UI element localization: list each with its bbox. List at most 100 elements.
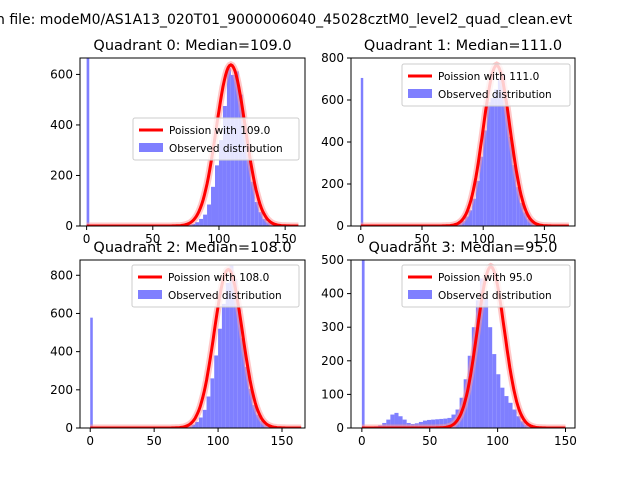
x-tick-label: 150 bbox=[533, 232, 556, 246]
x-tick-label: 50 bbox=[414, 232, 429, 246]
hist-bar bbox=[508, 136, 513, 226]
x-tick-label: 0 bbox=[86, 434, 94, 448]
legend-hist-label: Observed distribution bbox=[169, 143, 283, 155]
hist-bar bbox=[221, 303, 226, 428]
hist-bar bbox=[241, 338, 245, 428]
hist-bar bbox=[479, 156, 484, 226]
y-tick-label: 200 bbox=[321, 177, 344, 191]
hist-bar bbox=[490, 97, 495, 226]
panel-3: 0 50 100 150 0 100 200 300 400 500 Quadrant 3: Med… bbox=[321, 240, 577, 448]
legend-hist-swatch bbox=[138, 290, 162, 299]
hist-bar bbox=[516, 416, 521, 428]
panel-1: 0 50 100 150 0 200 400 600 800 Quadrant 1: Median… bbox=[321, 38, 576, 246]
hist-bar bbox=[211, 186, 215, 226]
legend-hist-swatch bbox=[139, 143, 163, 152]
poisson-fit-line bbox=[86, 63, 299, 226]
hist-bar-zero bbox=[90, 317, 93, 428]
axes-frame bbox=[350, 259, 576, 429]
hist-bar bbox=[225, 282, 230, 428]
panels: 0 50 100 150 0 200 400 600 Quadrant 0: Median=10… bbox=[50, 38, 577, 448]
legend-hist-label: Observed distribution bbox=[438, 89, 552, 101]
hist-bar bbox=[203, 214, 208, 226]
x-tick-label: 50 bbox=[145, 232, 160, 246]
x-tick-label: 150 bbox=[274, 232, 297, 246]
legend-hist-swatch bbox=[408, 290, 432, 299]
hist-bar bbox=[512, 165, 517, 226]
hist-bar bbox=[468, 210, 473, 226]
panel-title: Quadrant 3: Median=95.0 bbox=[369, 240, 558, 256]
y-tick-label: 800 bbox=[50, 268, 73, 282]
hist-bar bbox=[250, 181, 255, 226]
hist-bar bbox=[520, 421, 525, 428]
hist-bar bbox=[191, 424, 196, 428]
hist-bar bbox=[222, 106, 227, 226]
figure-suptitle: n file: modeM0/AS1A13_020T01_9000006040_… bbox=[0, 12, 573, 28]
legend-hist-label: Observed distribution bbox=[438, 290, 552, 302]
y-tick-label: 400 bbox=[321, 287, 344, 301]
hist-bar bbox=[479, 278, 485, 428]
hist-bar bbox=[398, 416, 403, 428]
legend-frame bbox=[131, 264, 300, 308]
legend-frame bbox=[132, 117, 300, 161]
legend-hist-swatch bbox=[408, 89, 432, 98]
hist-bar bbox=[218, 328, 222, 428]
legend-fit-label: Poission with 108.0 bbox=[168, 272, 269, 284]
hist-bar bbox=[210, 378, 215, 428]
hist-bar bbox=[246, 154, 251, 226]
hist-bar bbox=[483, 130, 487, 226]
legend: Poission with 108.0 Observed distribution bbox=[131, 264, 300, 308]
hist-bar bbox=[464, 216, 469, 226]
hist-bar bbox=[488, 327, 493, 428]
hist-bar bbox=[475, 180, 480, 226]
y-tick-label: 800 bbox=[321, 51, 344, 65]
hist-bar bbox=[516, 187, 520, 226]
x-tick-label: 100 bbox=[208, 232, 231, 246]
hist-bar bbox=[494, 89, 498, 226]
hist-bar bbox=[233, 279, 238, 428]
hist-bar bbox=[475, 300, 480, 428]
y-tick-label: 200 bbox=[50, 168, 73, 182]
plot-area bbox=[361, 260, 566, 428]
x-tick-label: 100 bbox=[472, 232, 495, 246]
hist-bar bbox=[195, 222, 200, 226]
hist-bar bbox=[504, 396, 509, 428]
legend-hist-label: Observed distribution bbox=[168, 290, 282, 302]
panel-title: Quadrant 2: Median=108.0 bbox=[93, 240, 291, 256]
hist-bar bbox=[402, 419, 407, 428]
legend: Poission with 95.0 Observed distribution bbox=[401, 264, 571, 308]
hist-bar bbox=[390, 414, 395, 428]
legend-fit-label: Poission with 109.0 bbox=[169, 125, 270, 137]
hist-bar bbox=[471, 327, 476, 428]
hist-bar-zero bbox=[360, 77, 364, 226]
legend-fit-label: Poission with 111.0 bbox=[438, 71, 539, 83]
hist-bar bbox=[443, 418, 448, 428]
axes-frame bbox=[79, 57, 306, 227]
hist-bar bbox=[508, 402, 513, 428]
hist-bar-zero bbox=[361, 260, 365, 428]
y-tick-label: 400 bbox=[321, 135, 344, 149]
hist-bar bbox=[501, 74, 506, 226]
poisson-fit-line bbox=[90, 267, 302, 428]
hist-bar bbox=[472, 198, 476, 226]
hist-bar bbox=[206, 396, 211, 428]
hist-bar bbox=[505, 108, 509, 226]
y-tick-label: 600 bbox=[50, 306, 73, 320]
panel-title: Quadrant 1: Median=111.0 bbox=[364, 38, 562, 54]
hist-bar bbox=[256, 414, 261, 428]
y-tick-label: 600 bbox=[321, 93, 344, 107]
hist-bar bbox=[435, 419, 440, 428]
x-tick-label: 100 bbox=[207, 434, 230, 448]
y-tick-label: 0 bbox=[336, 219, 344, 233]
y-tick-label: 0 bbox=[65, 421, 73, 435]
x-tick-label: 0 bbox=[358, 434, 366, 448]
legend-frame bbox=[401, 63, 571, 107]
hist-bar bbox=[439, 418, 444, 428]
hist-bar bbox=[198, 417, 203, 428]
y-tick-label: 500 bbox=[321, 253, 344, 267]
hist-bar bbox=[199, 218, 204, 226]
hist-bar bbox=[262, 218, 267, 226]
x-tick-label: 0 bbox=[83, 232, 91, 246]
hist-bar bbox=[484, 298, 489, 428]
x-tick-label: 0 bbox=[357, 232, 365, 246]
